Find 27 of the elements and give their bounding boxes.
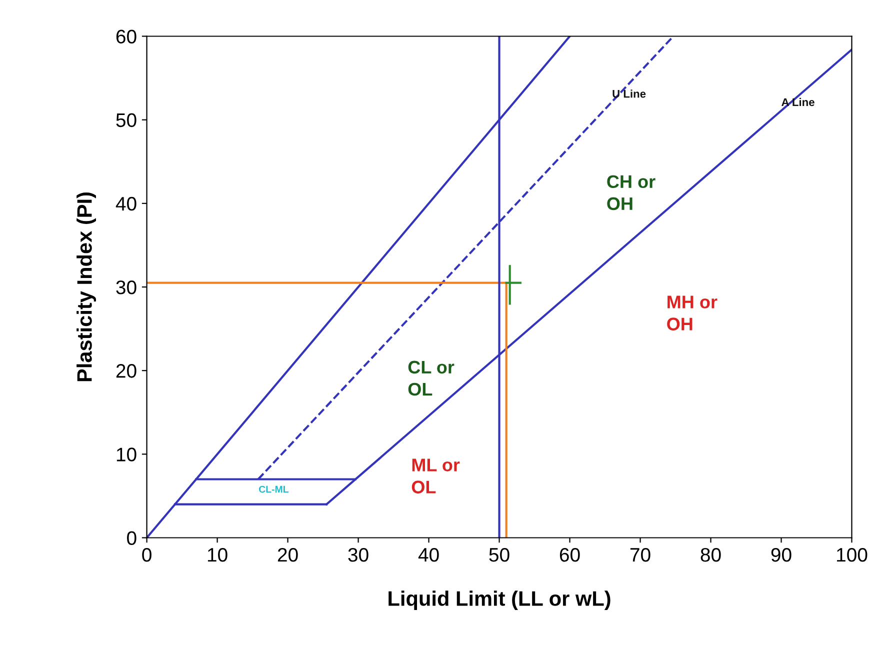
x-tick-label: 40: [418, 548, 439, 562]
annotation: MH or OH: [667, 296, 718, 330]
x-tick-label: 70: [630, 548, 650, 562]
x-axis-title: Liquid Limit (LL or wL): [388, 590, 610, 610]
x-tick-label: 80: [700, 548, 721, 562]
y-tick-label: 10: [116, 448, 136, 462]
x-tick-label: 60: [560, 548, 580, 562]
annotation: U Line: [612, 90, 646, 98]
annotation: CH or OH: [607, 175, 656, 210]
y-tick-label: 0: [127, 531, 136, 545]
annotation: CL-ML: [258, 486, 289, 493]
x-tick-label: 100: [837, 548, 868, 562]
y-tick-label: 40: [116, 196, 136, 211]
y-tick-label: 50: [116, 113, 136, 128]
y-axis-title: Plasticity Index (PI): [76, 192, 96, 382]
y-tick-label: 20: [116, 364, 136, 378]
y-tick-label: 30: [116, 280, 136, 294]
x-tick-label: 50: [489, 548, 510, 562]
x-tick-label: 20: [278, 548, 298, 562]
annotation: A Line: [782, 98, 814, 106]
x-tick-label: 0: [142, 548, 152, 562]
y-tick-label: 60: [116, 30, 136, 44]
x-tick-label: 30: [348, 548, 368, 562]
annotation: ML or OL: [412, 458, 460, 494]
x-tick-label: 10: [208, 548, 228, 562]
x-tick-label: 90: [771, 548, 792, 562]
annotation: CL or OL: [408, 360, 454, 396]
